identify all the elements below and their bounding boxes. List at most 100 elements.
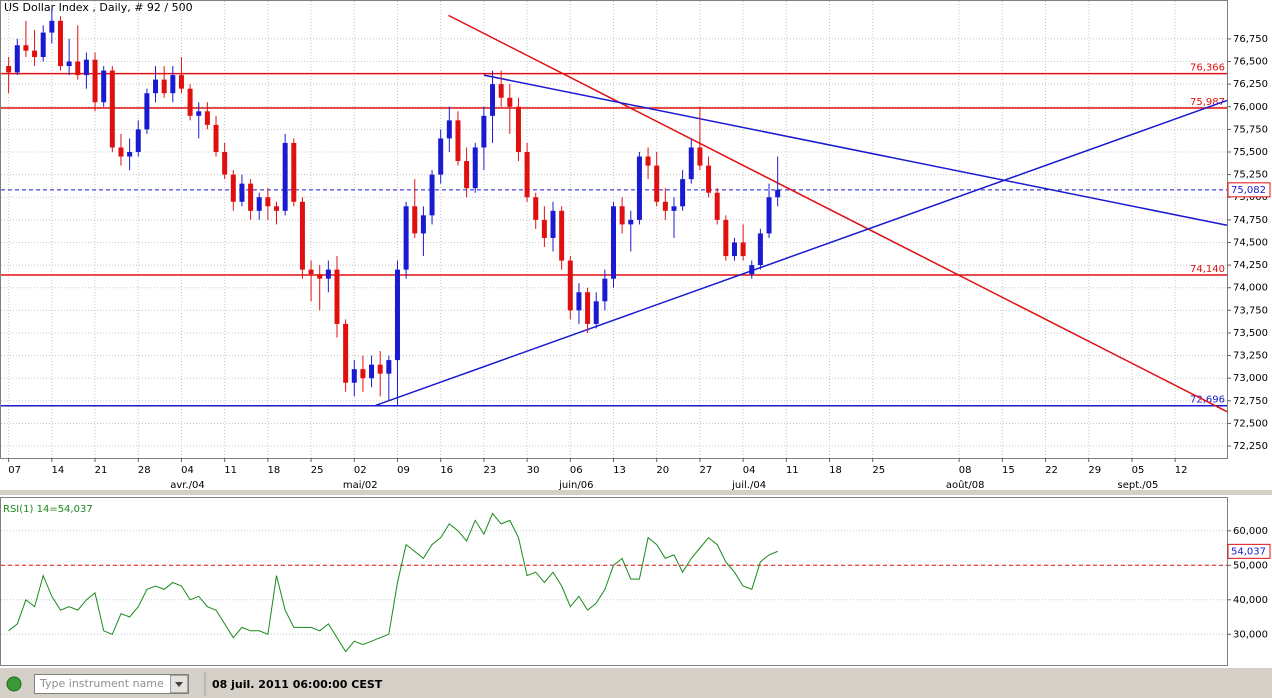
y-tick-label: 76,000 [1233, 102, 1268, 113]
y-tick-label: 73,500 [1233, 328, 1268, 339]
candle-body [420, 215, 426, 234]
candle-body [394, 269, 400, 361]
candle-body [723, 219, 729, 257]
candle-body [628, 219, 634, 225]
y-tick-label: 40,000 [1233, 595, 1268, 606]
y-tick-label: 60,000 [1233, 526, 1268, 537]
candle-body [619, 206, 625, 225]
y-tick-label: 75,250 [1233, 170, 1268, 181]
candle-body [757, 233, 763, 266]
month-label: juin/06 [558, 480, 593, 491]
y-tick-label: 50,000 [1233, 560, 1268, 571]
month-label: avr./04 [170, 480, 205, 491]
rsi-last-label: 54,037 [1231, 546, 1266, 557]
y-tick-label: 74,000 [1233, 283, 1268, 294]
y-tick-label: 30,000 [1233, 629, 1268, 640]
candle-body [40, 32, 46, 58]
chart-title: US Dollar Index , Daily, # 92 / 500 [4, 1, 193, 14]
candle-body [308, 269, 314, 275]
x-tick-label: 29 [1088, 465, 1101, 476]
candle-body [265, 197, 271, 207]
candle-body [230, 174, 236, 202]
y-tick-label: 76,750 [1233, 34, 1268, 45]
candle-body [438, 138, 444, 175]
candle-body [239, 183, 245, 202]
y-tick-label: 76,250 [1233, 79, 1268, 90]
x-tick-label: 18 [829, 465, 842, 476]
trendline [448, 14, 1228, 413]
x-tick-label: 14 [51, 465, 64, 476]
x-tick-label: 04 [743, 465, 756, 476]
candle-body [541, 219, 547, 238]
panel-separator[interactable] [0, 490, 1272, 495]
candle-body [593, 301, 599, 324]
y-tick-label: 75,000 [1233, 192, 1268, 203]
candle-body [585, 292, 591, 324]
candle-body [204, 111, 210, 125]
candle-body [92, 59, 98, 103]
candle-body [412, 206, 418, 234]
status-bar [0, 668, 1272, 698]
level-label: 72,696 [1190, 395, 1225, 406]
candle-body [343, 323, 349, 383]
candle-body [446, 120, 452, 139]
candle-body [706, 165, 712, 193]
level-label: 76,366 [1190, 63, 1225, 74]
candle-body [377, 364, 383, 374]
candle-body [775, 189, 781, 198]
candle-body [274, 206, 280, 211]
candle-body [576, 292, 582, 311]
candle-body [403, 206, 409, 270]
candle-body [611, 206, 616, 279]
candle-body [213, 124, 219, 153]
candle-body [75, 61, 81, 76]
candle-body [740, 242, 746, 257]
candle-body [325, 269, 331, 279]
candle-body [170, 75, 176, 94]
y-tick-label: 74,250 [1233, 260, 1268, 271]
month-label: août/08 [946, 479, 985, 491]
month-label: mai/02 [343, 480, 378, 491]
x-tick-label: 07 [8, 465, 21, 476]
candle-body [490, 84, 496, 116]
candle-body [196, 111, 202, 116]
candle-body [662, 201, 668, 211]
candle-body [351, 369, 357, 383]
y-tick-label: 75,750 [1233, 124, 1268, 135]
connection-icon[interactable] [6, 676, 22, 692]
candle-body [671, 206, 677, 211]
candle-body [515, 106, 521, 153]
candle-body [533, 197, 539, 220]
candle-body [749, 265, 755, 275]
x-tick-label: 20 [656, 465, 669, 476]
x-tick-label: 13 [613, 465, 626, 476]
candle-body [187, 88, 193, 116]
x-tick-label: 09 [397, 465, 410, 476]
y-tick-label: 74,750 [1233, 215, 1268, 226]
candle-body [688, 147, 694, 180]
x-tick-label: 30 [527, 465, 540, 476]
instrument-input[interactable] [34, 674, 189, 694]
last-price-label: 75,082 [1231, 185, 1266, 196]
candle-body [550, 210, 556, 238]
candle-body [429, 174, 435, 216]
candle-body [680, 179, 686, 207]
rsi-last-box [1227, 543, 1271, 559]
candle-body [291, 142, 297, 202]
x-tick-label: 11 [224, 465, 237, 476]
x-tick-label: 22 [1045, 465, 1058, 476]
candle-body [602, 278, 608, 302]
candle-body [66, 61, 72, 67]
candle-body [507, 97, 513, 107]
candle-body [360, 369, 366, 379]
rsi-plot-frame [0, 497, 1228, 666]
candle-body [654, 165, 660, 202]
y-tick-label: 73,250 [1233, 351, 1268, 362]
x-tick-label: 16 [440, 465, 453, 476]
candle-body [23, 45, 29, 51]
input-placeholder: Type instrument name [39, 677, 164, 690]
candle-body [282, 142, 288, 211]
y-tick-label: 72,250 [1233, 441, 1268, 452]
candle-body [248, 183, 254, 211]
